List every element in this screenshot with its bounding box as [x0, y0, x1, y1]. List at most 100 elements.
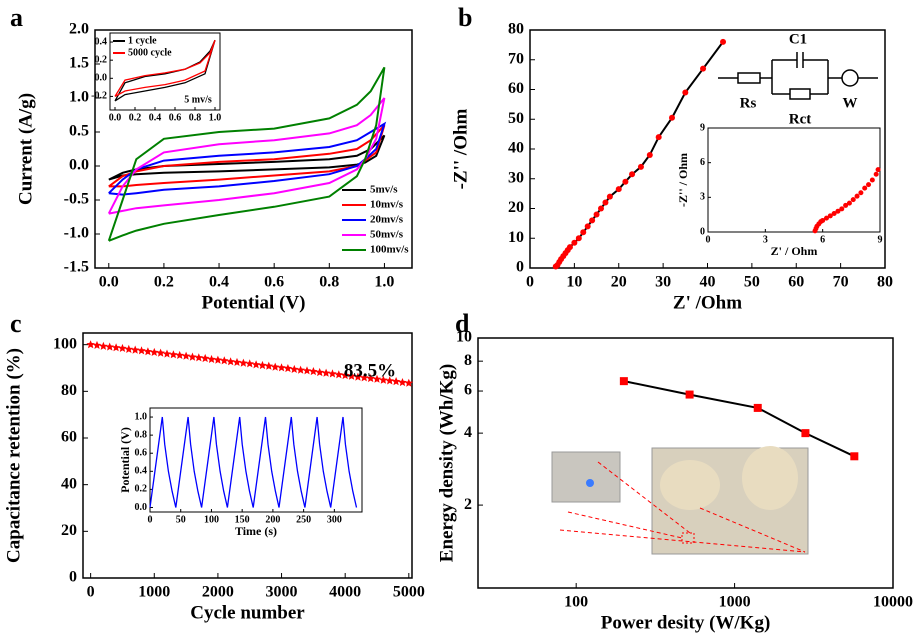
x-tick-label: 2000	[202, 584, 234, 601]
marker	[615, 186, 622, 193]
y-axis-label: Capacitance retention (%)	[3, 348, 24, 563]
panel-label: d	[455, 309, 470, 338]
x-tick-label: 1.0	[209, 112, 222, 123]
marker	[245, 359, 254, 368]
y-tick-label: 20	[508, 199, 524, 216]
marker	[682, 89, 689, 96]
series-line	[149, 416, 358, 508]
marker	[232, 357, 242, 366]
x-tick-label: 100	[564, 594, 588, 611]
marker	[700, 65, 707, 72]
marker	[589, 217, 596, 224]
marker	[124, 344, 134, 353]
annotation: Rs	[740, 95, 757, 111]
y-tick-label: 0.0	[135, 502, 148, 513]
x-tick-label: 4000	[329, 584, 361, 601]
y-tick-label: 80	[61, 382, 77, 399]
series-line	[107, 66, 386, 242]
marker	[629, 171, 636, 178]
y-tick-label: 40	[61, 475, 77, 492]
panel-label: c	[10, 309, 22, 338]
x-tick-label: 0.2	[129, 112, 142, 123]
x-tick-label: 40	[700, 274, 716, 291]
x-tick-label: 10000	[873, 594, 913, 611]
marker	[843, 202, 849, 208]
marker	[270, 362, 280, 371]
y-tick-label: 0.4	[95, 36, 108, 47]
x-tick-label: 20	[611, 274, 627, 291]
marker	[593, 211, 600, 218]
y-tick-label: 0.5	[69, 123, 89, 140]
marker	[372, 374, 382, 383]
x-tick-label: 300	[327, 514, 342, 525]
y-tick-label: 20	[61, 522, 77, 539]
marker	[753, 403, 762, 412]
x-tick-label: 80	[877, 274, 893, 291]
x-tick-label: 0.4	[209, 274, 229, 291]
x-tick-label: 0.2	[154, 274, 174, 291]
marker	[873, 171, 879, 177]
x-tick-label: 10	[566, 274, 582, 291]
y-tick-label: 1.5	[69, 55, 89, 72]
marker	[835, 208, 841, 214]
marker	[866, 182, 872, 188]
marker	[398, 378, 407, 387]
x-tick-label: 0	[148, 514, 153, 525]
marker	[150, 347, 159, 356]
marker	[360, 373, 369, 382]
marker	[258, 360, 267, 370]
circuit-diagram	[718, 52, 878, 100]
x-tick-label: 0	[526, 274, 534, 291]
x-tick-label: 30	[655, 274, 671, 291]
y-tick-label: 0.2	[95, 54, 108, 65]
marker	[580, 229, 587, 236]
marker	[175, 350, 184, 359]
series-line	[107, 97, 386, 215]
marker	[353, 372, 363, 381]
led-glow	[586, 479, 594, 487]
marker	[584, 223, 591, 230]
marker	[801, 429, 810, 438]
marker	[321, 368, 331, 377]
marker	[823, 215, 829, 221]
marker	[86, 340, 95, 349]
marker	[606, 193, 613, 200]
marker	[105, 342, 114, 351]
marker	[575, 235, 582, 242]
x-tick-label: 6	[820, 234, 825, 245]
marker	[283, 364, 293, 373]
legend-label: 100mv/s	[370, 244, 409, 256]
marker	[111, 343, 121, 352]
marker	[366, 374, 375, 383]
x-tick-label: 0	[706, 234, 711, 245]
x-tick-label: 200	[265, 514, 280, 525]
marker	[854, 193, 860, 199]
annotation: 83.5%	[344, 360, 396, 381]
x-tick-label: 100	[204, 514, 219, 525]
warburg	[841, 69, 859, 87]
y-tick-label: 100	[53, 335, 77, 352]
y-tick-label: -1.0	[64, 225, 89, 242]
x-tick-label: 70	[833, 274, 849, 291]
x-tick-label: 50	[744, 274, 760, 291]
x-tick-label: 0.6	[264, 274, 284, 291]
legend-label: 5mv/s	[370, 184, 398, 196]
y-tick-label: 40	[508, 140, 524, 157]
y-tick-label: 50	[508, 110, 524, 127]
y-tick-label: 1.0	[135, 411, 148, 422]
marker	[869, 177, 875, 183]
x-tick-label: 1.0	[374, 274, 394, 291]
marker	[385, 376, 394, 385]
highlight-box	[681, 532, 695, 544]
marker	[820, 217, 826, 223]
callout-line	[567, 511, 683, 539]
axes-frame	[94, 29, 413, 269]
y-axis-label: Potential (V)	[118, 427, 132, 493]
y-tick-label: 8	[464, 352, 472, 369]
marker	[379, 375, 388, 384]
legend-label: 20mv/s	[370, 214, 404, 226]
y-tick-label: 10	[508, 229, 524, 246]
marker	[720, 38, 727, 45]
annotation: 5 mv/s	[184, 94, 212, 105]
marker	[827, 213, 833, 219]
